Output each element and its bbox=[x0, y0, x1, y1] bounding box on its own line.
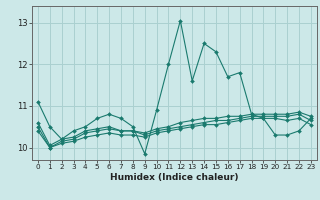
X-axis label: Humidex (Indice chaleur): Humidex (Indice chaleur) bbox=[110, 173, 239, 182]
